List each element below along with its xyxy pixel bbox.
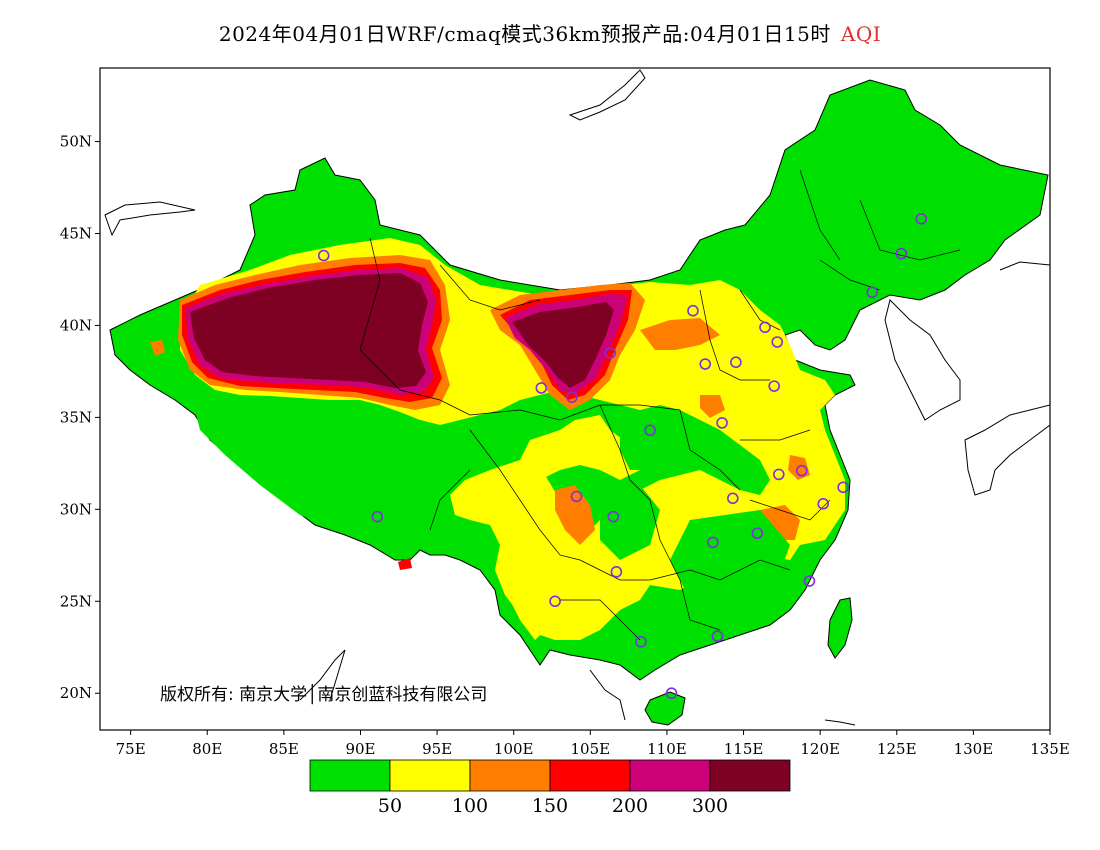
- map-frame: [99, 67, 1051, 731]
- map-title: 2024年04月01日WRF/cmaq模式36km预报产品:04月01日15时 A…: [0, 18, 1100, 47]
- lon-tick-label: 110E: [647, 740, 687, 758]
- lat-tick-label: 35N: [60, 408, 92, 426]
- colorbar-label: 150: [532, 795, 568, 817]
- lon-tick-label: 85E: [269, 740, 299, 758]
- station-marker: [604, 347, 617, 359]
- lon-tick-label: 120E: [800, 740, 840, 758]
- copyright-credit: 版权所有: 南京大学│南京创蓝科技有限公司: [160, 685, 488, 705]
- colorbar-swatch: [389, 759, 471, 792]
- colorbar-label: 50: [378, 795, 402, 817]
- station-marker: [711, 630, 724, 643]
- lon-tick-label: 135E: [1030, 740, 1070, 758]
- lat-tick-label: 40N: [60, 316, 92, 334]
- station-marker: [610, 566, 623, 578]
- station-marker: [866, 286, 879, 299]
- aqi-patch-orange-6: [150, 340, 165, 356]
- lon-tick-label: 105E: [571, 740, 611, 758]
- colorbar-swatch: [469, 759, 551, 792]
- station-marker: [730, 356, 742, 369]
- colorbar-label: 300: [692, 795, 728, 817]
- station-marker: [535, 382, 548, 394]
- lon-tick-label: 100E: [494, 740, 534, 758]
- colorbar-swatch: [709, 759, 791, 792]
- title-main: 2024年04月01日WRF/cmaq模式36km预报产品:04月01日15时: [218, 22, 831, 46]
- aqi-patch-orange-4: [700, 395, 725, 418]
- station-marker: [317, 249, 330, 262]
- station-marker: [635, 635, 647, 648]
- aqi-patch-green-3: [640, 590, 665, 630]
- station-marker: [772, 468, 785, 481]
- station-marker: [895, 247, 908, 260]
- station-marker: [817, 498, 830, 510]
- lat-tick-label: 50N: [60, 133, 92, 151]
- station-marker: [803, 575, 816, 587]
- station-marker: [759, 321, 771, 334]
- station-marker: [371, 510, 384, 523]
- lat-tick-label: 45N: [60, 225, 92, 243]
- lon-tick-label: 125E: [877, 740, 917, 758]
- map-content: [104, 69, 1050, 726]
- station-marker: [549, 595, 561, 608]
- station-marker: [915, 212, 928, 225]
- lat-tick-label: 25N: [60, 592, 92, 610]
- hainan-island: [644, 691, 686, 726]
- station-marker: [570, 490, 583, 503]
- aqi-patch-orange-2: [555, 485, 595, 545]
- province-borders: [359, 169, 961, 641]
- colorbar-label: 200: [612, 795, 648, 817]
- colorbar-swatch: [629, 759, 711, 792]
- lon-tick-label: 95E: [422, 740, 452, 758]
- lon-tick-label: 130E: [954, 740, 994, 758]
- lon-tick-label: 80E: [192, 740, 222, 758]
- aqi-tibet-green: [195, 402, 480, 535]
- station-marker: [566, 391, 578, 403]
- lon-tick-label: 90E: [345, 740, 375, 758]
- lon-tick-label: 115E: [724, 740, 764, 758]
- station-marker: [727, 492, 739, 505]
- colorbar-swatch: [309, 759, 391, 792]
- station-marker: [768, 380, 780, 392]
- aqi-patch-green-2: [600, 485, 660, 560]
- neighbor-outlines: [104, 69, 1050, 726]
- colorbar: 50 100 150 200 300: [309, 759, 791, 817]
- aqi-patch-orange-1: [640, 318, 720, 350]
- aqi-band-maroon-east: [512, 302, 614, 388]
- taiwan-island: [827, 597, 853, 659]
- station-marker: [707, 536, 719, 549]
- lat-tick-label: 30N: [60, 500, 92, 518]
- lat-axis: 50N 45N 40N 35N 30N 25N 20N: [60, 133, 100, 702]
- lat-tick-label: 20N: [60, 684, 92, 702]
- station-marker: [644, 424, 656, 437]
- colorbar-swatch: [549, 759, 631, 792]
- lon-axis: 75E 80E 85E 90E 95E 100E 105E 110E 115E 120E 125E 1…: [116, 730, 1070, 758]
- station-marker: [687, 304, 699, 317]
- station-markers: [317, 212, 928, 700]
- station-marker: [771, 336, 784, 348]
- station-marker: [665, 687, 678, 700]
- colorbar-label: 100: [452, 795, 488, 817]
- title-variable: AQI: [840, 22, 882, 46]
- station-marker: [699, 358, 712, 370]
- station-marker: [837, 481, 849, 494]
- station-marker: [607, 510, 620, 523]
- aqi-patch-green-1: [620, 420, 660, 470]
- aqi-band-maroon-west: [190, 273, 428, 388]
- lon-tick-label: 75E: [116, 740, 146, 758]
- aqi-patch-red-1: [398, 558, 412, 570]
- station-marker: [795, 464, 808, 477]
- station-marker: [751, 527, 764, 540]
- station-marker: [716, 417, 728, 429]
